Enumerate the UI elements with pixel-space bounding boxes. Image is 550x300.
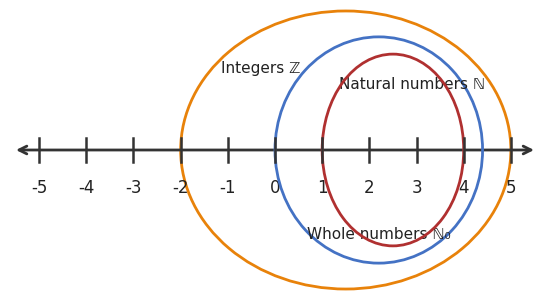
Text: 5: 5 bbox=[505, 179, 516, 197]
Text: -1: -1 bbox=[219, 179, 236, 197]
Text: 4: 4 bbox=[459, 179, 469, 197]
Text: Natural numbers ℕ: Natural numbers ℕ bbox=[339, 77, 485, 92]
Text: 3: 3 bbox=[411, 179, 422, 197]
Text: -2: -2 bbox=[172, 179, 189, 197]
Text: Integers ℤ: Integers ℤ bbox=[221, 61, 301, 76]
Text: -5: -5 bbox=[31, 179, 47, 197]
Text: 1: 1 bbox=[317, 179, 327, 197]
Text: Whole numbers ℕ₀: Whole numbers ℕ₀ bbox=[307, 227, 450, 242]
Text: 0: 0 bbox=[270, 179, 280, 197]
Text: -3: -3 bbox=[125, 179, 142, 197]
Text: 2: 2 bbox=[364, 179, 375, 197]
Text: -4: -4 bbox=[78, 179, 95, 197]
